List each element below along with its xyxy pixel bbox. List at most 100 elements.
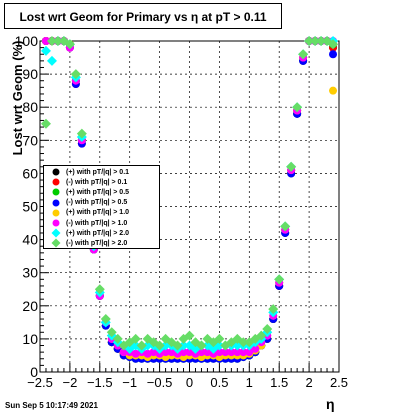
data-point: [51, 228, 61, 238]
legend-label: (-) with pT/|q| > 0.5: [66, 199, 128, 207]
legend-marker-svg: [51, 228, 61, 238]
data-point: [310, 36, 321, 46]
legend-marker-svg: [52, 209, 60, 217]
y-tick-label: 50: [22, 199, 38, 215]
x-tick-label: −2.5: [27, 375, 53, 390]
data-point: [106, 327, 117, 338]
legend-marker-icon: [44, 208, 66, 218]
x-tick-label: −1.5: [87, 375, 113, 390]
legend-marker-svg: [52, 188, 60, 196]
legend-label: (-) with pT/|q| > 2.0: [66, 239, 128, 247]
legend-marker-svg: [52, 178, 60, 186]
data-point: [100, 314, 111, 325]
legend-label: (-) with pT/|q| > 1.0: [66, 219, 128, 227]
y-tick-label: 40: [22, 232, 38, 248]
data-point: [227, 348, 236, 357]
data-point: [179, 348, 188, 357]
x-tick-label: 2: [305, 375, 312, 390]
data-point: [52, 36, 63, 46]
data-point: [196, 340, 207, 351]
data-point: [178, 340, 189, 351]
data-point: [329, 50, 338, 59]
data-point: [256, 330, 267, 341]
y-tick-label: 100: [15, 33, 39, 49]
axes: −2.5 −2 −1.5 −1 −0.5 0 0.5 1 1.5 2 2.5 0 10 20 30 40 50 6…: [15, 33, 348, 390]
data-point: [233, 348, 242, 357]
data-point: [52, 209, 60, 217]
x-tick-label: 0.5: [210, 375, 228, 390]
y-tick-label: 0: [30, 364, 38, 380]
data-point: [262, 323, 273, 334]
data-point: [184, 330, 195, 341]
legend-label: (-) with pT/|q| > 0.1: [66, 178, 128, 186]
legend-entry: (+) with pT/|q| > 0.1: [44, 167, 159, 177]
legend-entry: (-) with pT/|q| > 0.5: [44, 198, 159, 208]
x-tick-label: −0.5: [147, 375, 173, 390]
data-point: [245, 348, 254, 357]
x-tick-label: 0: [186, 375, 193, 390]
legend-label: (+) with pT/|q| > 0.1: [66, 168, 130, 176]
legend-marker-icon: [44, 198, 66, 208]
data-point: [172, 340, 183, 351]
data-point: [221, 348, 230, 357]
chart-title: Lost wrt Geom for Primary vs η at pT > 0…: [4, 3, 282, 29]
y-tick-label: 70: [22, 132, 38, 148]
data-point: [238, 337, 249, 348]
data-point: [119, 348, 128, 357]
x-tick-label: 1.5: [270, 375, 288, 390]
data-point: [239, 348, 248, 357]
data-point: [280, 221, 291, 232]
data-point: [46, 55, 57, 66]
data-point: [161, 348, 170, 357]
data-point: [154, 340, 165, 351]
legend-marker-icon: [44, 228, 66, 238]
y-axis-label: Lost wrt Geom (%): [10, 40, 25, 156]
x-tick-label: −1: [122, 375, 137, 390]
y-tick-label: 20: [22, 298, 38, 314]
data-point: [214, 333, 225, 344]
data-point: [46, 36, 57, 46]
data-point: [329, 86, 338, 95]
legend-label: (+) with pT/|q| > 1.0: [66, 209, 130, 217]
data-point: [286, 161, 297, 172]
y-tick-label: 80: [22, 99, 38, 115]
legend-marker-svg: [52, 219, 60, 227]
data-point: [251, 344, 260, 353]
data-point: [52, 178, 60, 186]
y-tick-label: 10: [22, 331, 38, 347]
data-point: [112, 333, 123, 344]
legend: (+) with pT/|q| > 0.1 (-) with pT/|q| > …: [43, 165, 160, 249]
legend-marker-icon: [44, 218, 66, 228]
grid: [40, 41, 339, 372]
legend-entry: (-) with pT/|q| > 2.0: [44, 238, 159, 248]
y-tick-label: 60: [22, 165, 38, 181]
data-point: [51, 238, 61, 248]
x-tick-label: 1: [246, 375, 253, 390]
legend-entry: (+) with pT/|q| > 2.0: [44, 228, 159, 238]
legend-label: (+) with pT/|q| > 2.0: [66, 229, 130, 237]
legend-entry: (+) with pT/|q| > 1.0: [44, 208, 159, 218]
data-point: [215, 348, 224, 357]
data-point: [136, 340, 147, 351]
legend-entry: (-) with pT/|q| > 1.0: [44, 218, 159, 228]
data-point: [304, 36, 315, 46]
legend-entry: (+) with pT/|q| > 0.5: [44, 187, 159, 197]
data-point: [70, 69, 81, 80]
timestamp: Sun Sep 5 10:17:49 2021: [5, 401, 98, 410]
data-point: [292, 102, 303, 113]
data-point: [76, 128, 87, 139]
data-point: [40, 45, 51, 56]
x-axis-label: η: [326, 396, 335, 412]
data-point: [298, 49, 309, 60]
data-point: [197, 348, 206, 357]
y-tick-label: 30: [22, 265, 38, 281]
data-point: [41, 37, 50, 45]
legend-entry: (-) with pT/|q| > 0.1: [44, 177, 159, 187]
data-point: [52, 188, 60, 196]
legend-marker-icon: [44, 238, 66, 248]
data-point: [52, 168, 60, 176]
legend-marker-svg: [52, 199, 60, 207]
data-point: [328, 39, 339, 50]
data-point: [64, 39, 75, 50]
